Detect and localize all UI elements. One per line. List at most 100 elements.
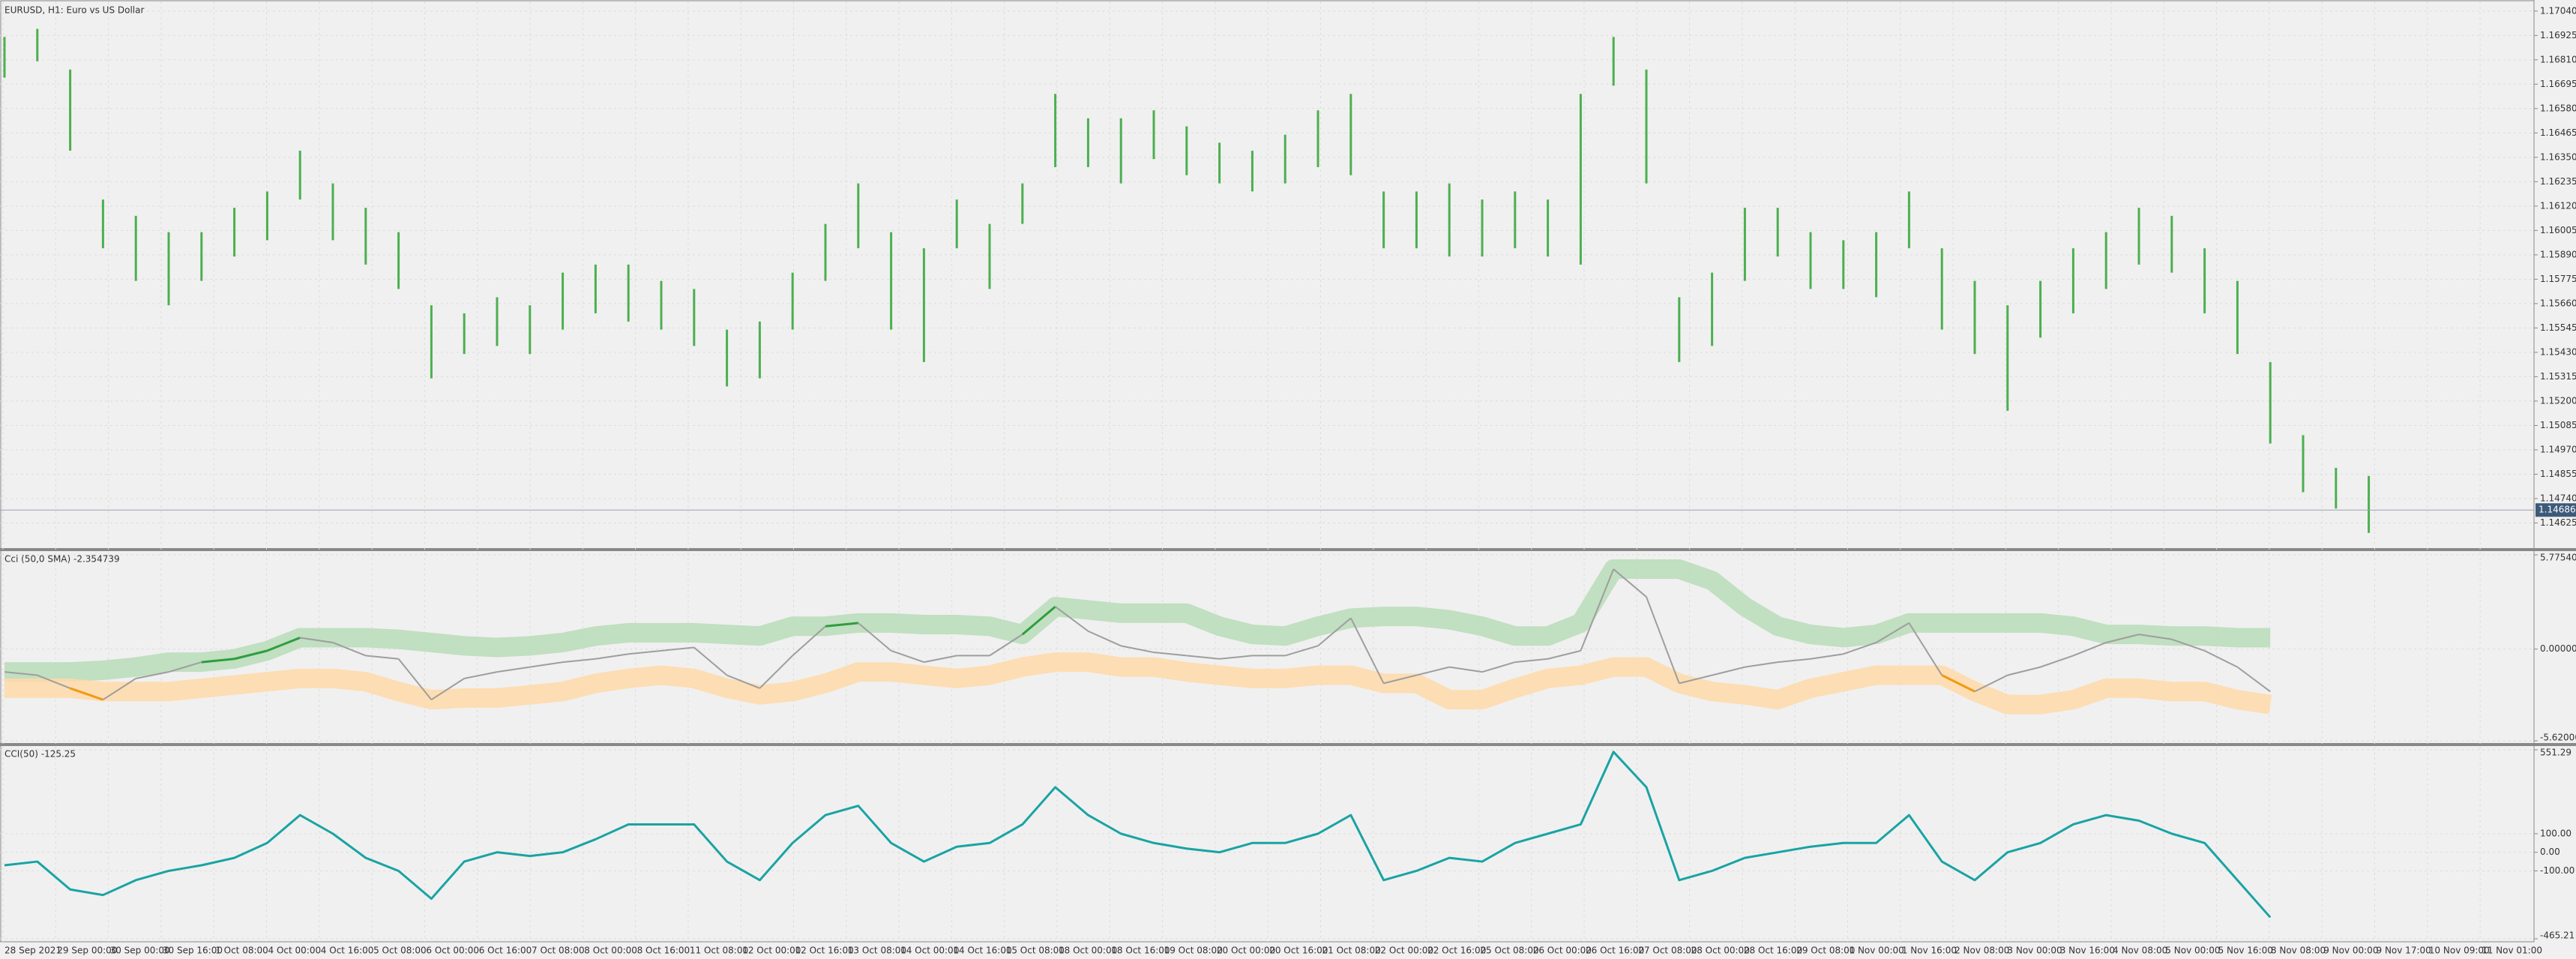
- cci-segment: [1383, 674, 1417, 685]
- y-tick-label: 1.17040: [2540, 5, 2576, 16]
- time-label: 4 Nov 08:00: [2113, 946, 2167, 956]
- cci-segment: [2040, 655, 2074, 668]
- y-tick-label: 1.14970: [2540, 444, 2576, 454]
- time-label: 3 Nov 16:00: [2060, 946, 2115, 956]
- cci-line: [4, 751, 2272, 919]
- panel-title: Cci (50,0 SMA) -2.354739: [4, 554, 120, 565]
- cci-segment: [2236, 666, 2271, 693]
- cci-segment: [1778, 658, 1811, 664]
- time-label: 20 Oct 16:00: [1269, 946, 1328, 956]
- last-price-label: 1.14686: [2539, 505, 2576, 515]
- y-tick-label: 1.15430: [2540, 346, 2576, 357]
- y-tick-label: 1.15775: [2540, 274, 2576, 284]
- cci-segment: [1547, 649, 1581, 660]
- time-label: 28 Sep 2021: [4, 946, 61, 956]
- cci-segment: [1153, 652, 1187, 657]
- cci-segment: [136, 671, 169, 679]
- cci-segment: [1121, 645, 1155, 654]
- time-label: 9 Nov 00:00: [2323, 946, 2378, 956]
- cci-segment: [365, 655, 399, 660]
- y-tick-label: 1.14740: [2540, 493, 2576, 503]
- time-label: 25 Oct 08:00: [1480, 946, 1538, 956]
- y-tick-label: 1.16350: [2540, 151, 2576, 162]
- upper-band: [4, 559, 2271, 682]
- cci-segment: [1416, 666, 1450, 676]
- cci-segment: [1349, 617, 1385, 684]
- time-label: 27 Oct 08:00: [1638, 946, 1697, 956]
- time-label: 6 Oct 00:00: [426, 946, 479, 956]
- cci-segment: [1449, 666, 1483, 673]
- cci-segment: [37, 674, 70, 689]
- y-tick-label: 1.15890: [2540, 249, 2576, 259]
- y-tick-label: 0.000000: [2540, 643, 2576, 654]
- y-tick-label: 1.14625: [2540, 517, 2576, 528]
- cci-segment: [2138, 634, 2172, 640]
- time-label: 5 Oct 08:00: [373, 946, 427, 956]
- cci-segment: [1481, 661, 1516, 673]
- cci-segment: [1580, 568, 1615, 652]
- y-tick-label: 1.16120: [2540, 200, 2576, 211]
- time-label: 4 Oct 00:00: [268, 946, 322, 956]
- cci-segment: [660, 646, 694, 652]
- cci-segment: [693, 646, 728, 676]
- time-label: 2 Nov 08:00: [1954, 946, 2009, 956]
- cci-segment: [1810, 653, 1844, 660]
- cci-segment: [792, 625, 826, 657]
- cci-segment: [562, 658, 596, 664]
- y-tick-label: 1.16465: [2540, 127, 2576, 138]
- cci-segment: [1317, 617, 1352, 647]
- time-label: 8 Nov 08:00: [2271, 946, 2326, 956]
- cci-segment: [595, 653, 629, 660]
- cci-segment: [2105, 634, 2140, 643]
- time-label: 13 Oct 08:00: [848, 946, 906, 956]
- cci-segment: [1021, 605, 1056, 636]
- time-label: 1 Oct 08:00: [215, 946, 268, 956]
- time-label: 22 Oct 16:00: [1427, 946, 1486, 956]
- cci-segment: [825, 622, 858, 628]
- time-label: 5 Nov 00:00: [2165, 946, 2220, 956]
- y-tick-label: 1.15545: [2540, 322, 2576, 333]
- time-label: 22 Oct 00:00: [1375, 946, 1433, 956]
- cci-segment: [1843, 642, 1877, 655]
- time-label: 1 Nov 00:00: [1850, 946, 1904, 956]
- cci-segment: [1514, 658, 1548, 664]
- cci-segment: [1087, 630, 1122, 647]
- y-tick-label: 551.29: [2540, 748, 2572, 758]
- time-label: 6 Oct 16:00: [479, 946, 532, 956]
- y-tick-label: 1.16925: [2540, 30, 2576, 40]
- cci-segment: [1219, 655, 1253, 660]
- cci-segment: [70, 687, 103, 701]
- cci-segment: [924, 655, 957, 664]
- cci-segment: [1941, 674, 1975, 693]
- y-tick-label: -465.21: [2540, 931, 2575, 941]
- time-label: 11 Oct 08:00: [690, 946, 748, 956]
- cci-segment: [1712, 666, 1745, 676]
- y-tick-label: 1.16810: [2540, 54, 2576, 64]
- last-price-tag: [2536, 503, 2576, 517]
- cci-segment: [2204, 649, 2238, 668]
- y-tick-label: 1.15660: [2540, 298, 2576, 308]
- cci-segment: [2073, 642, 2107, 657]
- time-label: 14 Oct 00:00: [900, 946, 959, 956]
- time-label: 26 Oct 16:00: [1586, 946, 1644, 956]
- time-label: 10 Nov 09:00: [2429, 946, 2490, 956]
- time-label: 12 Oct 16:00: [795, 946, 854, 956]
- cci-segment: [430, 678, 465, 700]
- time-label: 1 Nov 16:00: [1902, 946, 1957, 956]
- cci-segment: [1613, 568, 1647, 598]
- cci-segment: [4, 671, 37, 676]
- cci-segment: [201, 658, 235, 664]
- cci-segment: [1284, 645, 1319, 657]
- y-tick-label: -5.620000: [2540, 733, 2576, 743]
- cci-segment: [234, 649, 268, 661]
- cci-segment: [168, 661, 202, 673]
- y-tick-label: 1.15200: [2540, 395, 2576, 406]
- cci-segment: [1908, 622, 1943, 676]
- cci-segment: [266, 637, 301, 652]
- time-label: 11 Nov 01:00: [2482, 946, 2542, 956]
- cci-segment: [989, 634, 1023, 657]
- time-label: 12 Oct 00:00: [742, 946, 801, 956]
- cci-segment: [1745, 661, 1778, 668]
- time-label: 8 Oct 00:00: [584, 946, 637, 956]
